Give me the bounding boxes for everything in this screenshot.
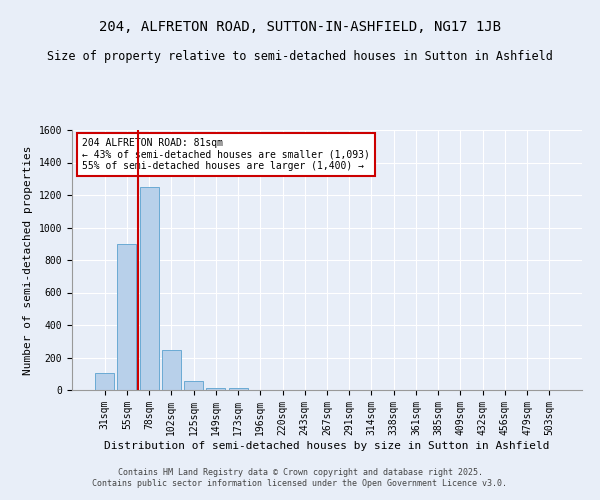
Text: 204 ALFRETON ROAD: 81sqm
← 43% of semi-detached houses are smaller (1,093)
55% o: 204 ALFRETON ROAD: 81sqm ← 43% of semi-d… xyxy=(82,138,370,171)
Bar xyxy=(162,350,181,390)
Text: 204, ALFRETON ROAD, SUTTON-IN-ASHFIELD, NG17 1JB: 204, ALFRETON ROAD, SUTTON-IN-ASHFIELD, … xyxy=(99,20,501,34)
Bar xyxy=(184,381,203,390)
Text: Contains HM Land Registry data © Crown copyright and database right 2025.
Contai: Contains HM Land Registry data © Crown c… xyxy=(92,468,508,487)
Bar xyxy=(140,187,158,390)
Y-axis label: Number of semi-detached properties: Number of semi-detached properties xyxy=(23,145,33,375)
Bar xyxy=(95,373,114,390)
Bar xyxy=(229,388,248,390)
X-axis label: Distribution of semi-detached houses by size in Sutton in Ashfield: Distribution of semi-detached houses by … xyxy=(104,440,550,450)
Bar xyxy=(118,244,136,390)
Bar xyxy=(206,388,225,390)
Text: Size of property relative to semi-detached houses in Sutton in Ashfield: Size of property relative to semi-detach… xyxy=(47,50,553,63)
